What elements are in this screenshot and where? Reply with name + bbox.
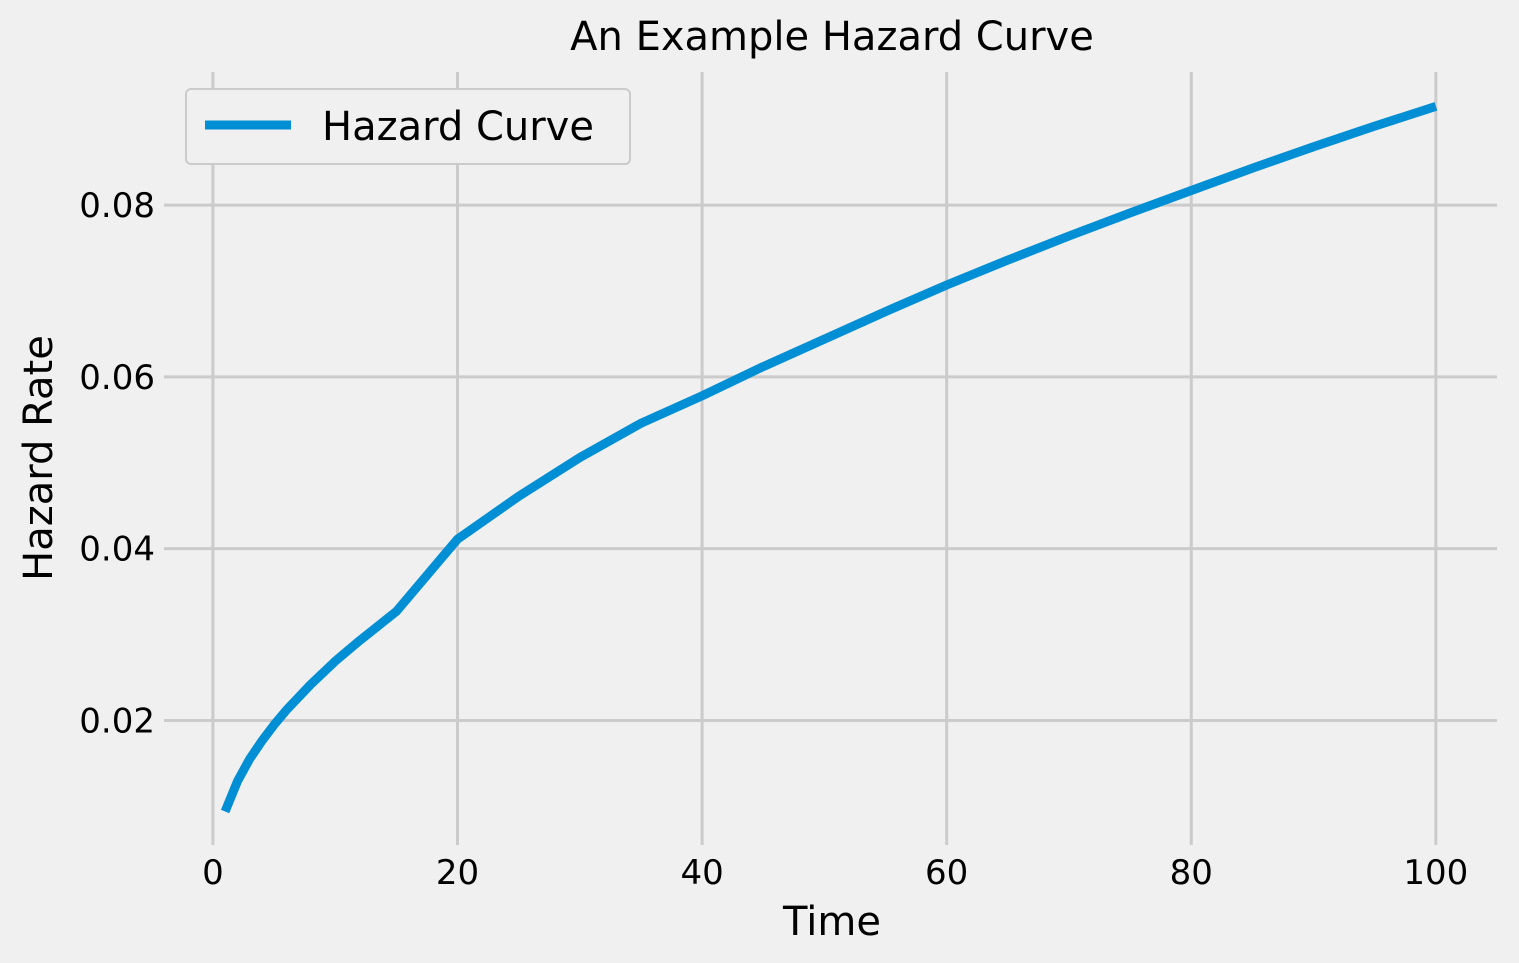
y-tick-label: 0.06 [79, 358, 155, 398]
y-tick-label: 0.08 [79, 186, 155, 226]
legend-box [185, 88, 631, 165]
x-tick-label: 100 [1403, 853, 1468, 893]
x-tick-label: 40 [680, 853, 723, 893]
x-tick-label: 80 [1170, 853, 1213, 893]
series-layer [220, 102, 1438, 814]
x-tick-label: 60 [925, 853, 968, 893]
x-tick-label: 0 [202, 853, 224, 893]
grid [164, 72, 1497, 845]
y-axis-label: Hazard Rate [16, 335, 62, 581]
y-tick-label: 0.02 [79, 701, 155, 741]
tick-labels: 0 20 40 60 80 100 0.02 0.04 0.06 0.08 [79, 186, 1468, 893]
x-axis-label: Time [782, 899, 881, 945]
legend-label-hazard-curve: Hazard Curve [322, 104, 594, 150]
y-tick-label: 0.04 [79, 530, 155, 570]
chart-title: An Example Hazard Curve [570, 14, 1094, 60]
x-tick-label: 20 [436, 853, 479, 893]
series-line-hazard-curve [220, 102, 1438, 814]
legend: Hazard Curve [185, 88, 631, 165]
